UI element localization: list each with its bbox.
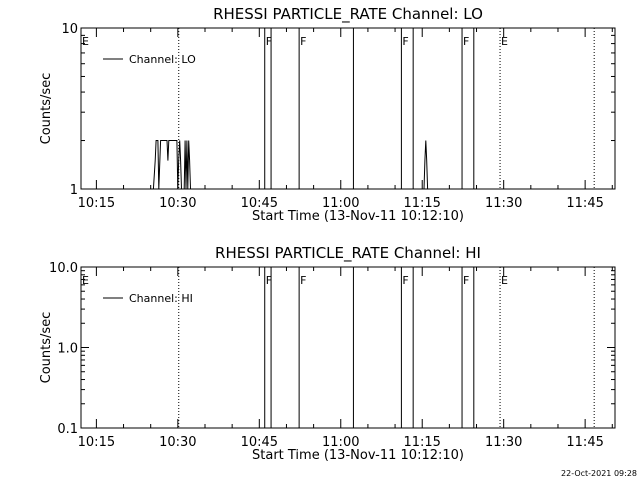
event-label: F [463, 274, 469, 287]
footer-timestamp: 22-Oct-2021 09:28 [561, 469, 637, 478]
x-tick-label: 11:45 [566, 196, 603, 211]
x-tick-label: 11:00 [322, 196, 359, 211]
x-tick-label: 11:15 [403, 196, 440, 211]
series-line-lo [81, 140, 615, 190]
y-tick-label: 10.0 [49, 261, 78, 276]
chart-title: RHESSI PARTICLE_RATE Channel: HI [215, 244, 481, 263]
x-tick-label: 11:30 [485, 435, 522, 450]
event-label: F [300, 274, 306, 287]
event-label: E [501, 35, 508, 48]
x-tick-label: 11:30 [485, 196, 522, 211]
x-tick-label: 10:15 [78, 196, 115, 211]
x-tick-label: 10:30 [159, 196, 196, 211]
event-label: E [501, 274, 508, 287]
x-tick-label: 11:15 [403, 435, 440, 450]
y-axis-label: Counts/sec [39, 312, 54, 384]
event-label: F [266, 35, 272, 48]
x-tick-label: 11:00 [322, 435, 359, 450]
hi-channel-panel: RHESSI PARTICLE_RATE Channel: HI Counts/s… [39, 244, 616, 463]
x-tick-label: 11:45 [566, 435, 603, 450]
lo-channel-panel: RHESSI PARTICLE_RATE Channel: LO Counts/s… [39, 5, 616, 224]
event-label: F [463, 35, 469, 48]
x-axis-label: Start Time (13-Nov-11 10:12:10) [252, 209, 464, 224]
y-tick-label: 1 [70, 183, 78, 198]
event-label: E [82, 35, 89, 48]
event-label: F [266, 274, 272, 287]
legend-label: Channel: HI [129, 292, 193, 305]
y-axis-label: Counts/sec [39, 73, 54, 145]
y-tick-label: 10 [61, 22, 78, 37]
x-tick-label: 10:30 [159, 435, 196, 450]
x-tick-label: 10:45 [241, 435, 278, 450]
x-axis-label: Start Time (13-Nov-11 10:12:10) [252, 448, 464, 463]
event-label: F [300, 35, 306, 48]
x-tick-label: 10:45 [241, 196, 278, 211]
event-label: E [82, 274, 89, 287]
event-label: F [402, 35, 408, 48]
legend-label: Channel: LO [129, 53, 196, 66]
x-tick-label: 10:15 [78, 435, 115, 450]
y-tick-label: 0.1 [57, 422, 78, 437]
chart-title: RHESSI PARTICLE_RATE Channel: LO [213, 5, 483, 24]
y-tick-label: 1.0 [57, 342, 78, 357]
event-label: F [402, 274, 408, 287]
